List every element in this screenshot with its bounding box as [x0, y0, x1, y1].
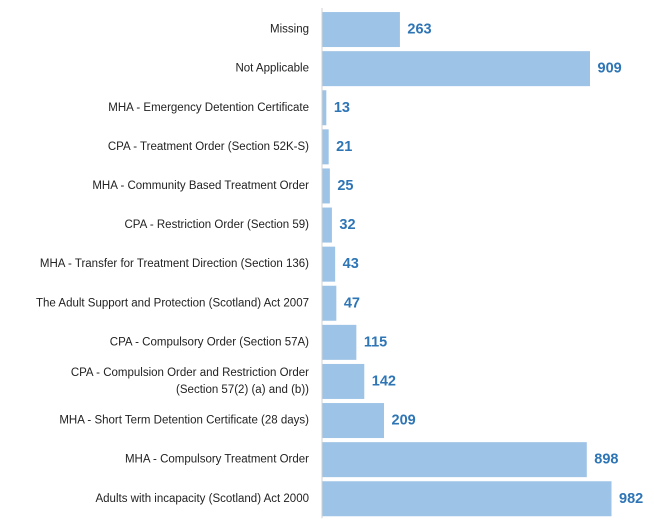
category-label: CPA - Compulsion Order and Restriction O…	[71, 367, 309, 379]
data-label: 263	[407, 22, 431, 38]
category-label: Adults with incapacity (Scotland) Act 20…	[95, 493, 309, 505]
data-label: 13	[334, 100, 350, 116]
bar	[322, 207, 332, 243]
data-label: 982	[619, 491, 643, 507]
category-label: Missing	[270, 24, 309, 36]
data-label: 115	[364, 334, 387, 350]
bar	[322, 285, 337, 321]
data-label: 25	[337, 178, 353, 194]
bar	[322, 403, 385, 439]
bar	[322, 12, 400, 48]
bar	[322, 442, 587, 478]
bar	[322, 168, 330, 204]
category-label: MHA - Short Term Detention Certificate (…	[59, 415, 309, 427]
category-label: The Adult Support and Protection (Scotla…	[36, 297, 309, 309]
category-label: CPA - Compulsory Order (Section 57A)	[110, 336, 309, 348]
bar	[322, 324, 357, 360]
category-label: Not Applicable	[235, 63, 309, 75]
category-label: MHA - Community Based Treatment Order	[92, 180, 309, 192]
data-label: 909	[598, 61, 622, 77]
bar	[322, 90, 327, 126]
bar	[322, 481, 612, 517]
data-label: 21	[336, 139, 352, 155]
bar	[322, 129, 329, 165]
data-label: 142	[372, 373, 396, 389]
bar	[322, 363, 365, 399]
data-labels-group: 263 909 13 21 25 32 43 47 115 142 209 898 982	[334, 22, 643, 507]
data-label: 898	[594, 452, 618, 468]
data-label: 47	[344, 295, 360, 311]
data-label: 43	[343, 256, 359, 272]
category-label: CPA - Treatment Order (Section 52K-S)	[108, 141, 309, 153]
bars-group	[322, 12, 612, 517]
bar	[322, 246, 336, 282]
category-label: (Section 57(2) (a) and (b))	[176, 384, 309, 396]
data-label: 209	[392, 413, 416, 429]
category-label: MHA - Compulsory Treatment Order	[125, 454, 309, 466]
category-label: MHA - Transfer for Treatment Direction (…	[40, 258, 309, 270]
category-label: CPA - Restriction Order (Section 59)	[125, 219, 310, 231]
bar	[322, 51, 591, 87]
category-label: MHA - Emergency Detention Certificate	[108, 102, 309, 114]
data-label: 32	[339, 217, 355, 233]
category-labels-group: Missing Not Applicable MHA - Emergency Det…	[36, 24, 309, 505]
